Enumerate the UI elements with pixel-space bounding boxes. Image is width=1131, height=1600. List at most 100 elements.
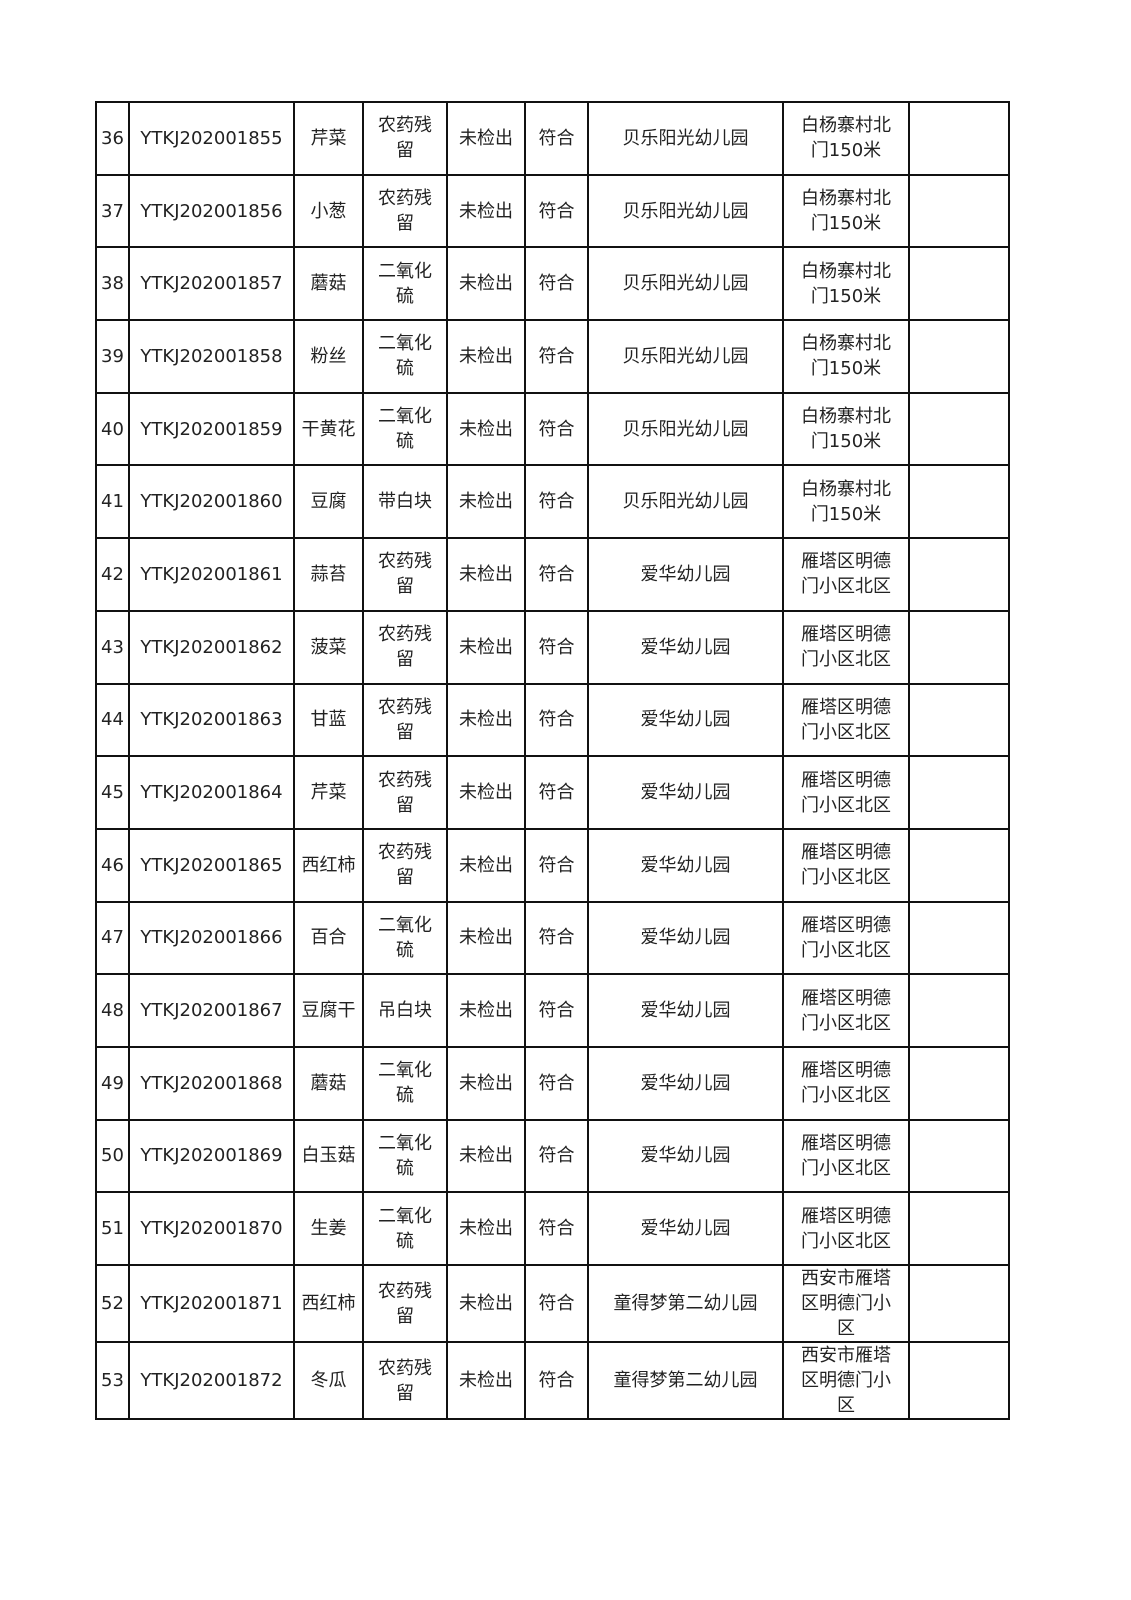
sample-name-cell: 百合 [293,900,364,976]
sample-code-cell: YTKJ202001855 [128,101,295,176]
sample-name-cell: 芹菜 [293,101,364,176]
test-item-cell: 二氧化 硫 [362,1118,448,1194]
remark-cell [908,827,1010,903]
sample-name-cell: 菠菜 [293,609,364,685]
remark-cell [908,609,1010,685]
sampled-unit-cell: 童得梦第二幼儿园 [587,1341,784,1420]
unit-address-cell: 西安市雁塔 区明德门小 区 [782,1264,910,1343]
table-body: 36 YTKJ202001855 芹菜 农药残 留未检出 符合 贝乐阳光幼儿园 白杨寨村北 … [95,101,1010,1420]
row-number-cell: 46 [95,827,130,903]
judgement-cell: 符合 [524,246,589,322]
sampled-unit-cell: 爱华幼儿园 [587,537,784,612]
judgement-cell: 符合 [524,1045,589,1121]
judgement-cell: 符合 [524,609,589,685]
judgement-cell: 符合 [524,391,589,467]
test-item-cell: 农药残 留 [362,682,448,758]
sampled-unit-cell: 贝乐阳光幼儿园 [587,319,784,394]
sampled-unit-cell: 爱华幼儿园 [587,827,784,903]
row-number-cell: 40 [95,391,130,467]
judgement-cell: 符合 [524,1341,589,1420]
table-row: 40 YTKJ202001859 干黄花 二氧化 硫未检出 符合 贝乐阳光幼儿园 白杨寨村北… [95,391,1010,467]
judgement-cell: 符合 [524,101,589,176]
sample-code-cell: YTKJ202001858 [128,319,295,394]
test-result-cell: 未检出 [446,1118,526,1194]
unit-address-cell: 西安市雁塔 区明德门小 区 [782,1341,910,1420]
row-number-cell: 37 [95,173,130,249]
unit-address-cell: 雁塔区明德 门小区北区 [782,1191,910,1266]
sampled-unit-cell: 爱华幼儿园 [587,1118,784,1194]
test-item-cell: 农药残 留 [362,1341,448,1420]
row-number-cell: 48 [95,973,130,1048]
unit-address-cell: 雁塔区明德 门小区北区 [782,827,910,903]
test-item-cell: 农药残 留 [362,755,448,830]
table-row: 52 YTKJ202001871 西红柿 农药残 留未检出 符合 童得梦第二幼儿园 西安市雁… [95,1264,1010,1343]
sample-code-cell: YTKJ202001864 [128,755,295,830]
test-result-cell: 未检出 [446,246,526,322]
sample-name-cell: 白玉菇 [293,1118,364,1194]
judgement-cell: 符合 [524,900,589,976]
unit-address-cell: 雁塔区明德 门小区北区 [782,755,910,830]
judgement-cell: 符合 [524,1191,589,1266]
remark-cell [908,900,1010,976]
unit-address-cell: 白杨寨村北 门150米 [782,464,910,540]
test-item-cell: 二氧化 硫 [362,900,448,976]
sample-code-cell: YTKJ202001870 [128,1191,295,1266]
row-number-cell: 36 [95,101,130,176]
test-result-cell: 未检出 [446,827,526,903]
table-row: 38 YTKJ202001857 蘑菇 二氧化 硫未检出 符合 贝乐阳光幼儿园 白杨寨村北 … [95,246,1010,322]
row-number-cell: 51 [95,1191,130,1266]
unit-address-cell: 雁塔区明德 门小区北区 [782,973,910,1048]
judgement-cell: 符合 [524,1118,589,1194]
judgement-cell: 符合 [524,973,589,1048]
test-item-cell: 二氧化 硫 [362,246,448,322]
table-row: 48 YTKJ202001867 豆腐干 吊白块 未检出 符合 爱华幼儿园 雁塔区明德 门小区… [95,973,1010,1048]
row-number-cell: 50 [95,1118,130,1194]
row-number-cell: 43 [95,609,130,685]
sample-code-cell: YTKJ202001861 [128,537,295,612]
remark-cell [908,319,1010,394]
sample-name-cell: 西红柿 [293,1264,364,1343]
table-row: 43 YTKJ202001862 菠菜 农药残 留未检出 符合 爱华幼儿园 雁塔区明德 门小… [95,609,1010,685]
table-row: 42 YTKJ202001861 蒜苔 农药残 留未检出 符合 爱华幼儿园 雁塔区明德 门小… [95,537,1010,612]
remark-cell [908,537,1010,612]
remark-cell [908,755,1010,830]
test-item-cell: 二氧化 硫 [362,391,448,467]
sample-code-cell: YTKJ202001857 [128,246,295,322]
sampled-unit-cell: 贝乐阳光幼儿园 [587,173,784,249]
sampled-unit-cell: 爱华幼儿园 [587,755,784,830]
test-result-cell: 未检出 [446,464,526,540]
row-number-cell: 39 [95,319,130,394]
test-result-cell: 未检出 [446,1045,526,1121]
sampled-unit-cell: 童得梦第二幼儿园 [587,1264,784,1343]
test-result-cell: 未检出 [446,101,526,176]
sampled-unit-cell: 爱华幼儿园 [587,1191,784,1266]
judgement-cell: 符合 [524,827,589,903]
unit-address-cell: 雁塔区明德 门小区北区 [782,682,910,758]
sample-name-cell: 甘蓝 [293,682,364,758]
test-result-cell: 未检出 [446,900,526,976]
sampled-unit-cell: 贝乐阳光幼儿园 [587,464,784,540]
sampled-unit-cell: 贝乐阳光幼儿园 [587,101,784,176]
sample-name-cell: 蘑菇 [293,1045,364,1121]
test-item-cell: 吊白块 [362,973,448,1048]
row-number-cell: 52 [95,1264,130,1343]
test-result-cell: 未检出 [446,973,526,1048]
unit-address-cell: 白杨寨村北 门150米 [782,391,910,467]
remark-cell [908,1118,1010,1194]
test-result-cell: 未检出 [446,682,526,758]
sample-name-cell: 蘑菇 [293,246,364,322]
unit-address-cell: 雁塔区明德 门小区北区 [782,900,910,976]
table-row: 47 YTKJ202001866 百合 二氧化 硫未检出 符合 爱华幼儿园 雁塔区明德 门小… [95,900,1010,976]
test-item-cell: 二氧化 硫 [362,1045,448,1121]
test-item-cell: 农药残 留 [362,173,448,249]
test-item-cell: 二氧化 硫 [362,319,448,394]
test-item-cell: 农药残 留 [362,101,448,176]
test-result-cell: 未检出 [446,391,526,467]
sample-name-cell: 芹菜 [293,755,364,830]
sample-code-cell: YTKJ202001856 [128,173,295,249]
remark-cell [908,464,1010,540]
unit-address-cell: 雁塔区明德 门小区北区 [782,1118,910,1194]
sample-name-cell: 干黄花 [293,391,364,467]
sample-code-cell: YTKJ202001871 [128,1264,295,1343]
row-number-cell: 53 [95,1341,130,1420]
